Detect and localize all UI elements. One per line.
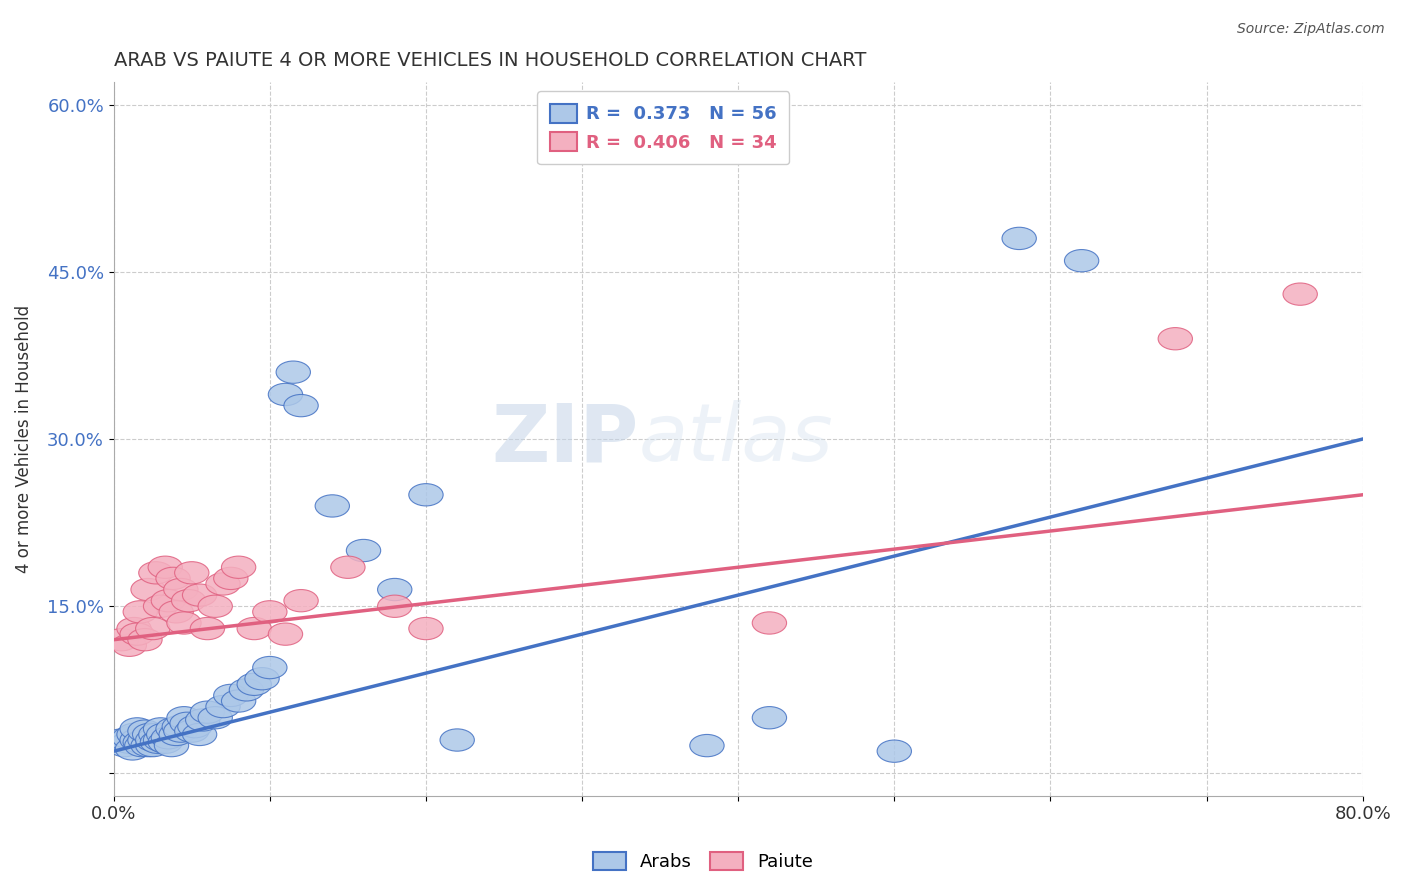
Ellipse shape — [170, 712, 204, 734]
Ellipse shape — [163, 720, 198, 742]
Ellipse shape — [1159, 327, 1192, 350]
Ellipse shape — [238, 673, 271, 696]
Ellipse shape — [269, 384, 302, 406]
Ellipse shape — [141, 731, 174, 754]
Text: ZIP: ZIP — [491, 400, 638, 478]
Ellipse shape — [186, 709, 219, 731]
Ellipse shape — [190, 617, 225, 640]
Ellipse shape — [284, 590, 318, 612]
Ellipse shape — [198, 595, 232, 617]
Ellipse shape — [135, 729, 170, 751]
Ellipse shape — [148, 731, 183, 754]
Ellipse shape — [253, 657, 287, 679]
Ellipse shape — [135, 734, 170, 756]
Ellipse shape — [120, 729, 155, 751]
Ellipse shape — [315, 495, 350, 517]
Ellipse shape — [128, 720, 162, 742]
Ellipse shape — [222, 556, 256, 578]
Ellipse shape — [229, 679, 263, 701]
Text: Source: ZipAtlas.com: Source: ZipAtlas.com — [1237, 22, 1385, 37]
Text: ARAB VS PAIUTE 4 OR MORE VEHICLES IN HOUSEHOLD CORRELATION CHART: ARAB VS PAIUTE 4 OR MORE VEHICLES IN HOU… — [114, 51, 866, 70]
Ellipse shape — [378, 595, 412, 617]
Ellipse shape — [245, 667, 280, 690]
Ellipse shape — [148, 556, 183, 578]
Ellipse shape — [167, 706, 201, 729]
Y-axis label: 4 or more Vehicles in Household: 4 or more Vehicles in Household — [15, 305, 32, 574]
Ellipse shape — [131, 734, 166, 756]
Ellipse shape — [378, 578, 412, 600]
Ellipse shape — [146, 723, 181, 746]
Ellipse shape — [214, 684, 247, 706]
Ellipse shape — [128, 629, 162, 651]
Ellipse shape — [167, 612, 201, 634]
Legend: R =  0.373   N = 56, R =  0.406   N = 34: R = 0.373 N = 56, R = 0.406 N = 34 — [537, 91, 789, 164]
Ellipse shape — [409, 483, 443, 506]
Ellipse shape — [163, 578, 198, 600]
Ellipse shape — [1284, 283, 1317, 305]
Ellipse shape — [117, 617, 152, 640]
Ellipse shape — [143, 718, 177, 740]
Ellipse shape — [112, 727, 146, 749]
Ellipse shape — [205, 696, 240, 718]
Ellipse shape — [253, 600, 287, 623]
Ellipse shape — [120, 718, 155, 740]
Ellipse shape — [131, 578, 166, 600]
Ellipse shape — [1002, 227, 1036, 250]
Ellipse shape — [159, 600, 194, 623]
Ellipse shape — [222, 690, 256, 712]
Ellipse shape — [205, 573, 240, 595]
Ellipse shape — [159, 723, 194, 746]
Ellipse shape — [132, 723, 167, 746]
Ellipse shape — [104, 629, 139, 651]
Ellipse shape — [124, 731, 157, 754]
Ellipse shape — [198, 706, 232, 729]
Legend: Arabs, Paiute: Arabs, Paiute — [586, 845, 820, 879]
Ellipse shape — [128, 729, 162, 751]
Ellipse shape — [152, 727, 186, 749]
Ellipse shape — [330, 556, 366, 578]
Ellipse shape — [120, 623, 155, 645]
Ellipse shape — [409, 617, 443, 640]
Ellipse shape — [152, 590, 186, 612]
Ellipse shape — [877, 740, 911, 763]
Ellipse shape — [276, 361, 311, 384]
Ellipse shape — [139, 562, 173, 584]
Ellipse shape — [143, 729, 177, 751]
Ellipse shape — [346, 540, 381, 562]
Ellipse shape — [117, 723, 152, 746]
Ellipse shape — [752, 612, 786, 634]
Ellipse shape — [238, 617, 271, 640]
Ellipse shape — [112, 731, 146, 754]
Ellipse shape — [156, 567, 190, 590]
Ellipse shape — [440, 729, 474, 751]
Ellipse shape — [155, 734, 188, 756]
Ellipse shape — [284, 394, 318, 417]
Ellipse shape — [156, 718, 190, 740]
Ellipse shape — [107, 734, 142, 756]
Ellipse shape — [115, 738, 149, 760]
Ellipse shape — [1064, 250, 1099, 272]
Ellipse shape — [162, 715, 197, 738]
Ellipse shape — [690, 734, 724, 756]
Ellipse shape — [104, 729, 139, 751]
Ellipse shape — [174, 720, 209, 742]
Ellipse shape — [269, 623, 302, 645]
Ellipse shape — [125, 734, 159, 756]
Ellipse shape — [172, 590, 205, 612]
Ellipse shape — [174, 562, 209, 584]
Ellipse shape — [183, 584, 217, 607]
Ellipse shape — [139, 723, 173, 746]
Ellipse shape — [752, 706, 786, 729]
Ellipse shape — [135, 617, 170, 640]
Ellipse shape — [214, 567, 247, 590]
Ellipse shape — [177, 715, 212, 738]
Ellipse shape — [112, 634, 146, 657]
Ellipse shape — [143, 595, 177, 617]
Text: atlas: atlas — [638, 400, 832, 478]
Ellipse shape — [124, 600, 157, 623]
Ellipse shape — [190, 701, 225, 723]
Ellipse shape — [183, 723, 217, 746]
